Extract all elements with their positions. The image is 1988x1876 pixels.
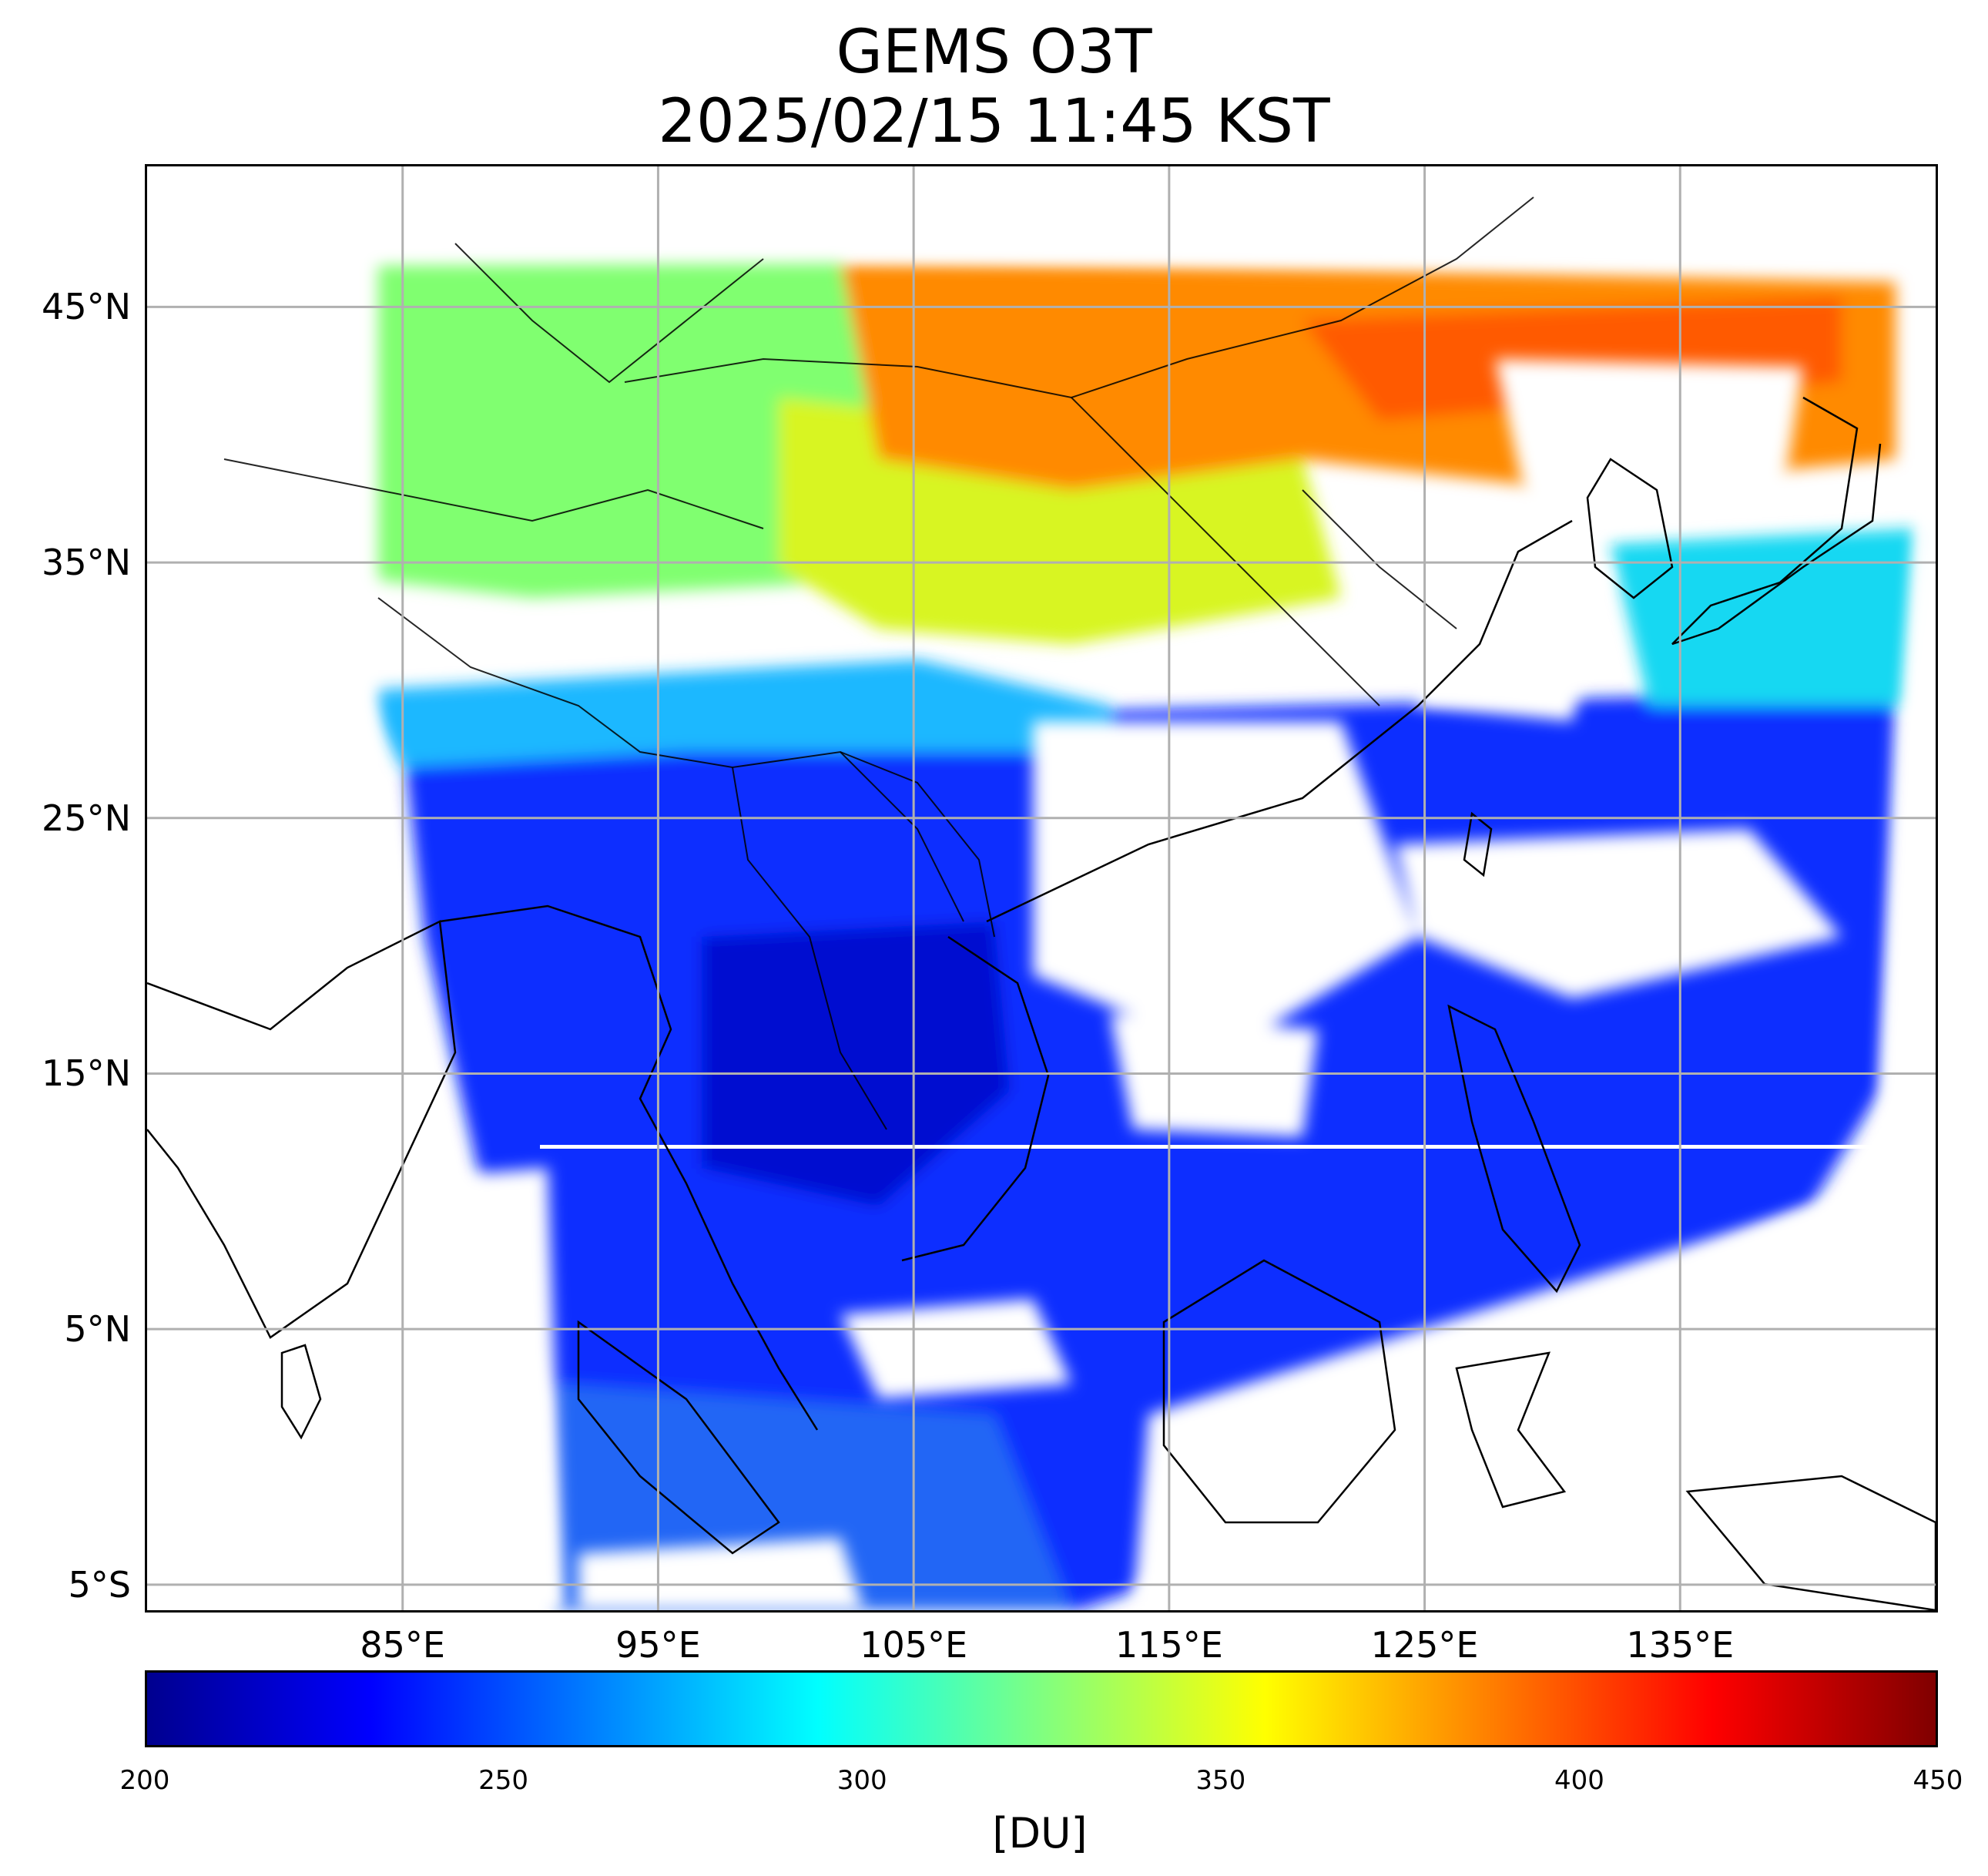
border-line	[377, 597, 964, 922]
border-line	[732, 767, 887, 1130]
country-border-layer	[223, 196, 1534, 1130]
cloud-patch	[1033, 721, 1418, 1052]
coastline-taiwan	[1463, 811, 1493, 878]
coastline-sulawesi	[1455, 1351, 1567, 1509]
scan-gap-line	[540, 1145, 1926, 1149]
cloud-mask-layer	[147, 166, 1936, 1610]
coastline-india	[147, 920, 457, 1339]
border-line	[1302, 489, 1457, 629]
coastline-bay-of-bengal	[439, 904, 819, 1431]
ozone-field-indochina	[702, 921, 1010, 1206]
cloud-patch	[1110, 1014, 1318, 1137]
lon-tick-label: 135°E	[1626, 1624, 1735, 1666]
lat-tick-label: 45°N	[42, 286, 131, 328]
map-timestamp: 2025/02/15 11:45 KST	[658, 87, 1330, 156]
colorbar	[145, 1670, 1938, 1747]
gridline-layer	[147, 166, 1936, 1610]
colorbar-unit: [DU]	[992, 1809, 1088, 1858]
cloud-patch	[578, 1538, 863, 1610]
colorbar-tick-label: 450	[1913, 1765, 1963, 1796]
border-line	[454, 243, 764, 384]
ozone-field-west-china	[263, 243, 917, 598]
lon-tick-label: 85°E	[360, 1624, 445, 1666]
lon-tick-label: 125°E	[1370, 1624, 1479, 1666]
colorbar-tick-label: 400	[1554, 1765, 1604, 1796]
cloud-patch	[1418, 536, 1611, 721]
lon-tick-label: 95°E	[615, 1624, 701, 1666]
cloud-patch	[147, 1168, 563, 1610]
coastline-korea	[1586, 458, 1674, 599]
border-line	[223, 458, 764, 529]
cloud-patch	[1395, 829, 1842, 998]
colorbar-tick-label: 250	[478, 1765, 529, 1796]
lon-tick-label: 105°E	[860, 1624, 968, 1666]
border-line	[840, 751, 995, 938]
colorbar-tick-label: 350	[1195, 1765, 1246, 1796]
border-line	[1071, 397, 1380, 706]
cloud-patch	[1880, 475, 1936, 1168]
lat-tick-label: 25°N	[42, 797, 131, 839]
map-title: GEMS O3T	[836, 18, 1152, 87]
map-frame	[145, 164, 1938, 1613]
colorbar-tick-label: 200	[119, 1765, 170, 1796]
border-line	[624, 196, 1534, 399]
coastline-borneo	[1162, 1259, 1396, 1524]
cloud-patch	[840, 1299, 1071, 1399]
coastline-south-china	[986, 519, 1573, 923]
coastline-srilanka	[280, 1344, 322, 1440]
lat-tick-label: 5°N	[64, 1308, 131, 1351]
lat-tick-label: 35°N	[42, 542, 131, 584]
coastline-philippines	[1447, 1004, 1581, 1294]
coastline-sumatra	[577, 1320, 780, 1555]
coastline-indochina	[901, 935, 1050, 1262]
lon-tick-label: 115°E	[1115, 1624, 1223, 1666]
coastline-new-guinea	[1685, 1475, 1936, 1610]
cloud-patch	[147, 166, 1936, 267]
coastline-japan	[1671, 396, 1882, 646]
lat-tick-label: 5°S	[68, 1563, 131, 1606]
cloud-patch	[1495, 359, 1803, 536]
coastline-layer	[147, 396, 1936, 1610]
ozone-field-japan	[1611, 529, 1919, 706]
ozone-field-tibet	[363, 659, 1110, 767]
colorbar-tick-label: 300	[836, 1765, 887, 1796]
lat-tick-label: 15°N	[42, 1052, 131, 1095]
ozone-map	[147, 166, 1936, 1610]
